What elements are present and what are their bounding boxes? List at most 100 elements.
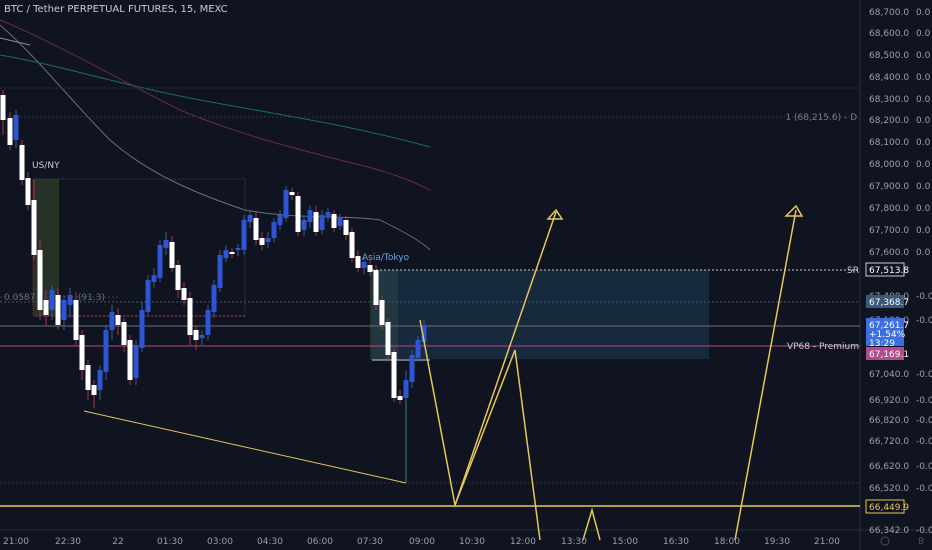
secondary-axis-label: 0.0: [916, 248, 931, 258]
time-axis-label: 22: [112, 537, 123, 547]
time-axis-label: 01:30: [157, 537, 183, 547]
candle-body: [55, 295, 61, 325]
candle-body: [103, 330, 109, 372]
vp-premium-label: VP68 - Premium: [787, 342, 859, 352]
price-axis-label: 66,820.0: [869, 416, 909, 426]
time-axis-label: 07:30: [357, 537, 383, 547]
projection-arrow-1: [546, 208, 564, 220]
candle-body: [187, 298, 193, 335]
candle-body: [145, 280, 151, 312]
secondary-axis-label: 0.0: [916, 95, 931, 105]
price-axis-label: 68,100.0: [869, 138, 909, 148]
projection-path-2[interactable]: [454, 211, 557, 506]
secondary-axis-label: -0.0: [916, 462, 932, 472]
chart-title: BTC / Tether PERPETUAL FUTURES, 15, MEXC: [4, 4, 228, 15]
candle-body: [253, 218, 259, 240]
candle-body: [25, 178, 31, 205]
time-axis-label: 22:30: [55, 537, 81, 547]
time-axis-label: 16:30: [663, 537, 689, 547]
candle-body: [85, 365, 91, 390]
time-axis[interactable]: 21:00 22:30 22 01:30 03:00 04:30 06:00 07:30 09:…: [3, 537, 840, 547]
candle-body: [259, 238, 265, 245]
candle-body: [151, 275, 157, 282]
level-blue-price-tag: 67,368.7: [869, 298, 909, 308]
candle-body: [163, 240, 169, 248]
vp-tag: VP68 - Premium 67,169.1: [787, 342, 909, 360]
time-axis-label: 12:00: [510, 537, 536, 547]
candle-body: [175, 265, 181, 290]
candle-body: [421, 325, 427, 342]
price-axis-label: 68,400.0: [869, 73, 909, 83]
candle-body: [295, 196, 301, 232]
candle-body: [319, 215, 325, 230]
projection-arrow-2: [784, 204, 804, 217]
price-axis-label: 67,700.0: [869, 226, 909, 236]
price-axis-label: 66,620.0: [869, 462, 909, 472]
low-level-price-tag: 66,449.9: [869, 503, 909, 513]
price-axis-label: 66,920.0: [869, 396, 909, 406]
candle-body: [247, 215, 253, 222]
candle-body: [127, 340, 133, 380]
secondary-axis-label: 0.0: [916, 51, 931, 61]
vp-price-tag: 67,169.1: [869, 350, 909, 360]
goto-realtime-icon[interactable]: [880, 536, 890, 546]
secondary-axis-label: -0.0: [916, 292, 932, 302]
secondary-axis-label: -0.0: [916, 484, 932, 494]
fib-label-tail: (91.3): [78, 293, 105, 303]
secondary-axis-label: 0.0: [916, 160, 931, 170]
candle-body: [337, 218, 343, 226]
sr-label: SR: [847, 266, 859, 276]
candle-body: [367, 265, 373, 272]
candle-body: [19, 145, 25, 180]
candle-body: [49, 290, 55, 310]
countdown-value: 13:29: [869, 339, 895, 349]
price-axis-label: 67,800.0: [869, 204, 909, 214]
secondary-axis-label: 0.0: [916, 29, 931, 39]
ma-line-teal: [0, 54, 431, 148]
time-axis-label: 10:30: [459, 537, 485, 547]
fib-label: 0.0587: [4, 293, 36, 303]
candle-body: [109, 312, 115, 330]
candle-body: [61, 300, 67, 320]
time-axis-label: 15:00: [612, 537, 638, 547]
candle-body: [265, 238, 271, 242]
secondary-axis-label: 0.0: [916, 204, 931, 214]
projection-path-3[interactable]: [582, 507, 601, 541]
candle-body: [0, 95, 6, 120]
time-axis-label: 21:00: [3, 537, 29, 547]
secondary-axis-label: -0.0: [916, 526, 932, 536]
price-axis-label: 68,300.0: [869, 95, 909, 105]
time-axis-label: 06:00: [307, 537, 333, 547]
candle-body: [313, 212, 319, 232]
candle-body: [301, 220, 307, 230]
candle-body: [211, 285, 217, 312]
candle-body: [223, 250, 229, 258]
log-button[interactable]: B: [918, 537, 924, 547]
price-axis-label: 66,720.0: [869, 437, 909, 447]
time-axis-label: 13:30: [561, 537, 587, 547]
secondary-axis-label: -0.0: [916, 396, 932, 406]
price-axis-label: 67,040.0: [869, 370, 909, 380]
price-axis-label: 67,600.0: [869, 248, 909, 258]
candle-body: [67, 295, 73, 305]
candle-body: [391, 352, 397, 398]
time-axis-label: 18:00: [714, 537, 740, 547]
price-axis-label: 68,000.0: [869, 160, 909, 170]
candle-body: [139, 310, 145, 348]
current-change-value: +1.54%: [869, 330, 906, 340]
secondary-axis-label: 0.0: [916, 226, 931, 236]
ma-line-gray: [0, 24, 431, 251]
candle-body: [349, 232, 355, 258]
secondary-axis-label: 0.0: [916, 8, 931, 18]
secondary-axis-label: -0.0: [916, 416, 932, 426]
projection-path-1[interactable]: [419, 319, 541, 541]
candle-body: [325, 212, 331, 217]
current-price-tag: 67,261.7 +1.54% 13:29: [866, 318, 909, 349]
projection-path-4[interactable]: [734, 209, 797, 541]
secondary-axis-label: 0.0: [916, 116, 931, 126]
candle-body: [157, 245, 163, 278]
asia-tokyo-label: Asia/Tokyo: [362, 253, 410, 263]
candle-body: [13, 115, 19, 140]
candle-body: [385, 322, 391, 355]
